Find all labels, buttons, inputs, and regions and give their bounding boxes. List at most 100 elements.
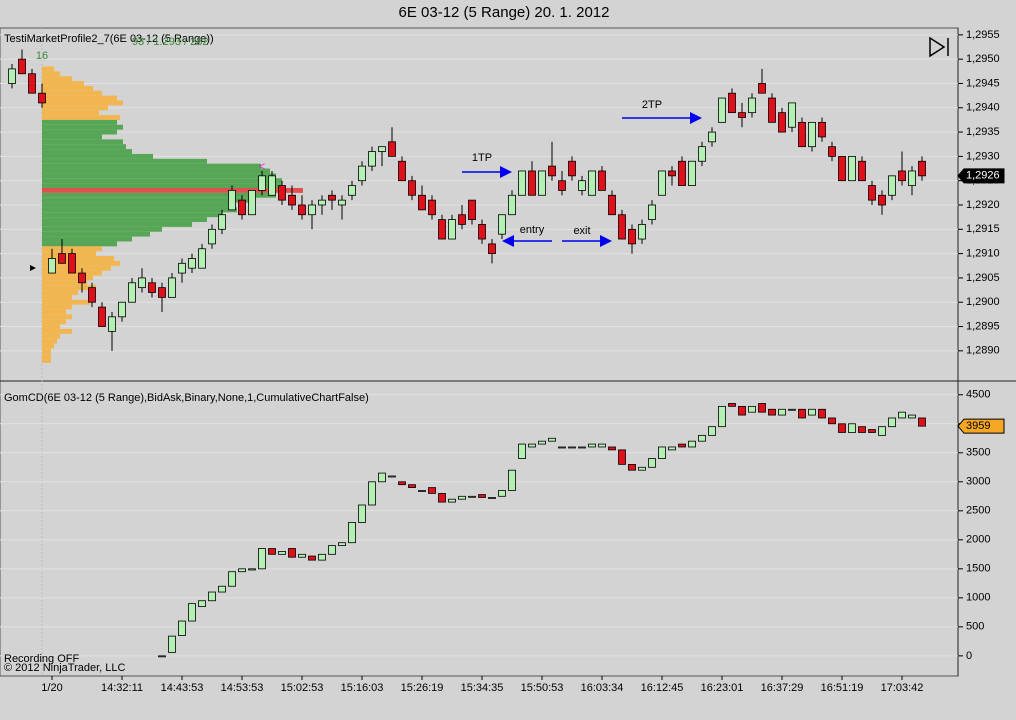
- candle-body: [488, 497, 496, 499]
- candle-body: [678, 160, 686, 186]
- candle-body: [258, 175, 266, 191]
- candle-body: [918, 160, 926, 177]
- profile-bar: [42, 187, 303, 193]
- candle-body: [858, 160, 866, 182]
- profile-bar: [42, 304, 72, 310]
- candle-body: [328, 194, 336, 201]
- candle-body: [308, 204, 316, 216]
- profile-bar: [42, 95, 117, 101]
- candle-body: [8, 68, 16, 84]
- candle-body: [578, 180, 586, 191]
- y-tick-label: 2000: [966, 534, 990, 546]
- status-text: Recording OFF: [4, 653, 79, 665]
- profile-bar: [42, 260, 120, 266]
- x-tick-label: 15:34:35: [461, 682, 504, 694]
- candle-body: [858, 426, 866, 433]
- profile-bar: [42, 275, 93, 281]
- candle-body: [428, 487, 436, 494]
- profile-bar: [42, 168, 270, 174]
- candle-body: [778, 112, 786, 133]
- profile-bar: [42, 192, 276, 198]
- x-tick-label: 16:37:29: [761, 682, 804, 694]
- profile-bar: [42, 319, 66, 325]
- candle-body: [788, 408, 796, 411]
- candle-body: [228, 190, 236, 211]
- y-tick-label: 0: [966, 650, 972, 662]
- candle-body: [878, 194, 886, 206]
- profile-bar: [42, 100, 123, 106]
- candle-body: [168, 635, 176, 653]
- annotation: entry: [520, 224, 545, 236]
- profile-bar: [42, 85, 93, 91]
- candle-body: [778, 408, 786, 416]
- candle-body: [218, 585, 226, 593]
- candle-body: [188, 603, 196, 622]
- candle-body: [288, 194, 296, 206]
- y-tick-label: 1,2905: [966, 272, 1000, 284]
- candle-body: [708, 131, 716, 143]
- y-tick-label: 3500: [966, 447, 990, 459]
- candle-body: [78, 272, 86, 284]
- profile-bar: [42, 134, 102, 140]
- candle-body: [688, 160, 696, 186]
- y-tick-label: 3000: [966, 476, 990, 488]
- candle-body: [358, 165, 366, 182]
- candle-body: [708, 426, 716, 436]
- profile-bar: [42, 124, 123, 130]
- profile-label: 93 / 1.293 / 282: [132, 36, 208, 48]
- candle-body: [458, 214, 466, 225]
- candle-body: [648, 458, 656, 468]
- y-tick-label: 1,2890: [966, 345, 1000, 357]
- candle-body: [518, 170, 526, 196]
- candle-body: [548, 165, 556, 177]
- play-icon[interactable]: [929, 36, 949, 58]
- candle-body: [578, 446, 586, 449]
- y-tick-label: 1,2910: [966, 248, 1000, 260]
- candle-body: [618, 449, 626, 465]
- candle-body: [88, 287, 96, 303]
- candle-body: [398, 481, 406, 486]
- candle-body: [108, 316, 116, 332]
- profile-bar: [42, 309, 66, 315]
- profile-bar: [42, 358, 51, 363]
- candle-body: [178, 262, 186, 274]
- profile-bar: [42, 314, 72, 320]
- candle-body: [848, 155, 856, 182]
- candle-body: [328, 545, 336, 555]
- profile-bar: [42, 348, 51, 354]
- candle-body: [248, 190, 256, 216]
- candle-body: [638, 466, 646, 471]
- profile-bar: [42, 76, 72, 82]
- profile-bar: [42, 231, 150, 237]
- profile-bar: [42, 173, 276, 179]
- candle-body: [468, 199, 476, 220]
- candle-body: [208, 591, 216, 602]
- candle-body: [748, 405, 756, 413]
- candle-body: [358, 504, 366, 523]
- candle-body: [278, 185, 286, 201]
- candle-body: [118, 301, 126, 318]
- x-tick-label: 15:16:03: [341, 682, 384, 694]
- y-tick-label: 1,2935: [966, 126, 1000, 138]
- candle-body: [428, 199, 436, 216]
- candle-body: [208, 228, 216, 245]
- candle-body: [538, 170, 546, 196]
- candle-body: [678, 443, 686, 448]
- indicator-label: GomCD(6E 03-12 (5 Range),BidAsk,Binary,N…: [4, 392, 369, 404]
- candle-body: [808, 121, 816, 148]
- candle-body: [648, 204, 656, 220]
- candle-body: [468, 495, 476, 498]
- candle-body: [728, 92, 736, 114]
- candle-body: [478, 494, 486, 498]
- y-tick-label: 1,2930: [966, 150, 1000, 162]
- candle-body: [338, 199, 346, 206]
- profile-bar: [42, 163, 261, 169]
- candle-body: [598, 170, 606, 191]
- profile-bar: [42, 149, 132, 154]
- profile-bar: [42, 197, 252, 203]
- candle-body: [758, 83, 766, 94]
- x-tick-label: 15:26:19: [401, 682, 444, 694]
- candle-body: [718, 97, 726, 123]
- candle-body: [738, 112, 746, 118]
